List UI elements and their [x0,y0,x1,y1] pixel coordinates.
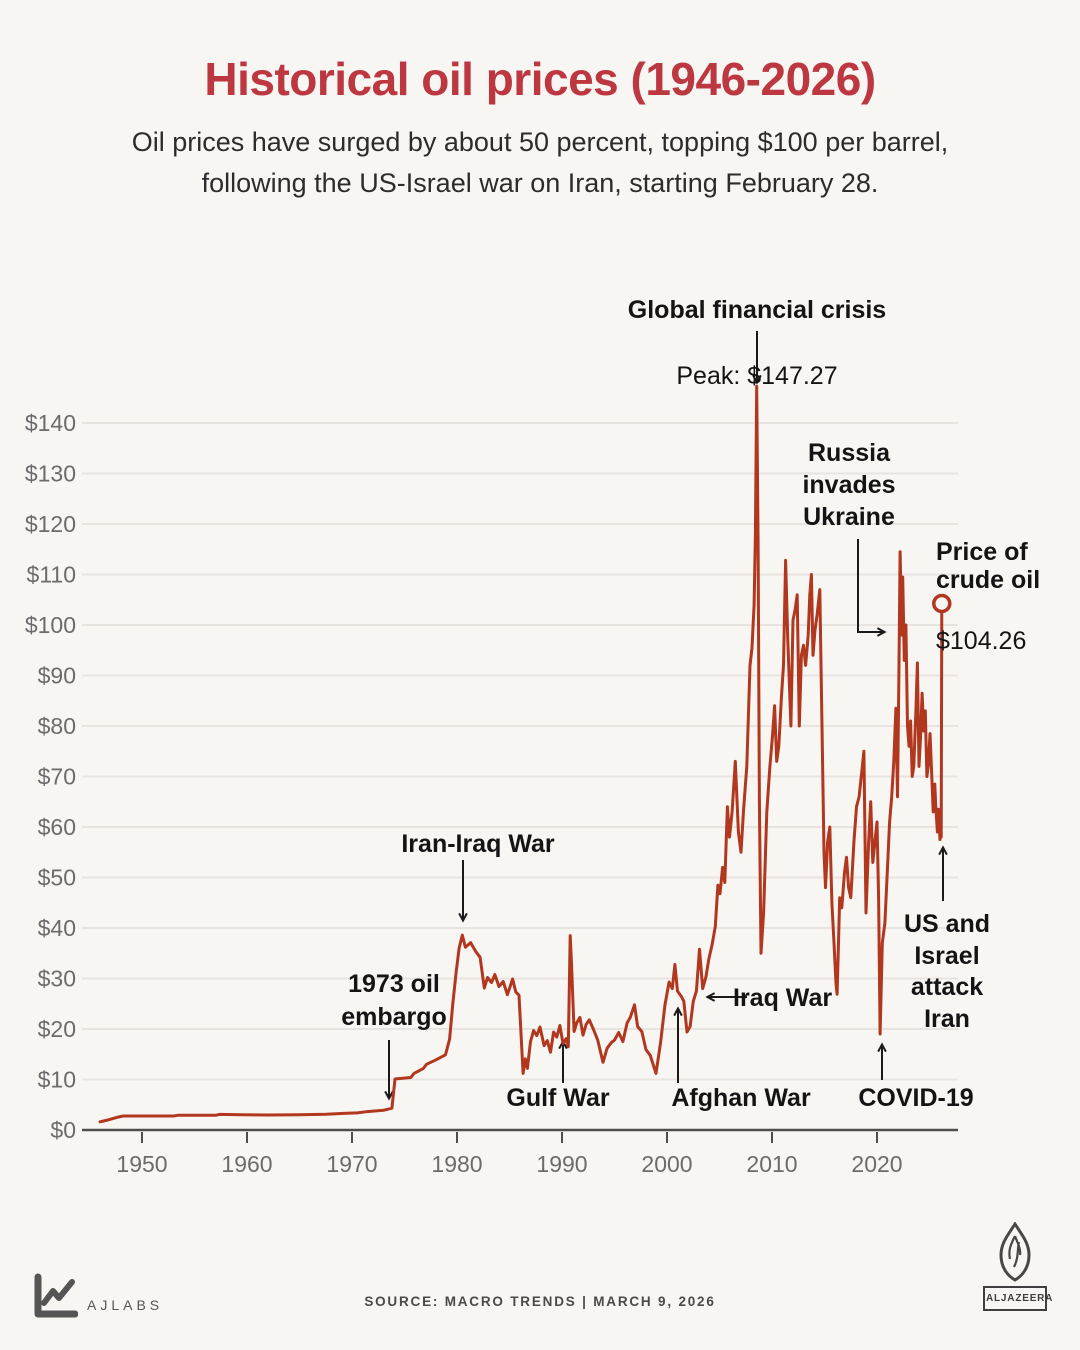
annotation-gulf-war: Gulf War [506,1084,610,1112]
arrow-russia-invades-ukraine [857,539,887,637]
price-line-layer [98,384,952,1124]
y-tick-label: $20 [38,1016,76,1042]
annotation-peak-value: Peak: $147.27 [676,362,838,390]
x-tick-label: 1980 [431,1151,482,1177]
source-line: SOURCE: MACRO TRENDS | MARCH 9, 2026 [364,1294,716,1309]
annotation-price-value: $104.26 [936,627,1027,655]
annotation-title: Global financial crisis [627,296,887,324]
annotation-global-financial-crisis: Global financial crisis Peak: $147.27 [628,262,886,424]
price-line [98,384,944,1124]
y-tick-label: $0 [50,1117,76,1143]
y-tick-label: $10 [38,1067,76,1093]
y-tick-label: $130 [25,461,76,487]
annotation-covid-19: COVID-19 [858,1084,974,1112]
y-tick-label: $120 [25,511,76,537]
annotation-iraq-war: Iraq War [733,984,833,1012]
y-tick-label: $40 [38,915,76,941]
annotation-iran-iraq-war: Iran-Iraq War [401,830,555,858]
y-tick-label: $50 [38,865,76,891]
y-tick-label: $140 [25,410,76,436]
y-tick-label: $80 [38,713,76,739]
aljazeera-brand: ALJAZEERA [983,1222,1052,1311]
page-title: Historical oil prices (1946-2026) [204,53,876,105]
aljazeera-label: ALJAZEERA [983,1286,1052,1311]
y-tick-label: $60 [38,814,76,840]
subtitle: Oil prices have surged by about 50 perce… [131,127,949,198]
x-tick-label: 1960 [221,1151,272,1177]
ajlabs-label: AJLABS [87,1297,164,1313]
annotation-afghan-war: Afghan War [671,1084,811,1112]
axes [82,1128,958,1143]
annotation-1973-oil-embargo: 1973 oil embargo [341,970,447,1031]
annotation-price-label: Price of crude oil [936,538,1041,594]
x-tick-label: 2020 [851,1151,902,1177]
annotation-arrows [384,331,948,1101]
axis-labels: $0 $10 $20 $30 $40 $50 $60 $70 $80 $90 $100 $110 $12… [25,410,903,1177]
annotation-russia-invades-ukraine: Russia invades Ukraine [802,439,896,531]
y-tick-label: $30 [38,966,76,992]
ajlabs-logo-icon [34,1273,78,1318]
x-tick-label: 2010 [746,1151,797,1177]
annotation-us-israel-attack-iran: US and Israel attack Iran [903,910,991,1033]
x-tick-label: 1990 [536,1151,587,1177]
x-tick-label: 2000 [641,1151,692,1177]
aljazeera-flame-icon [999,1222,1031,1282]
ajlabs-brand: AJLABS [30,1272,163,1320]
y-tick-label: $100 [25,612,76,638]
annotation-current-price: Price of crude oil $104.26 [936,510,1040,683]
x-tick-label: 1950 [116,1151,167,1177]
x-tick-label: 1970 [326,1151,377,1177]
y-tick-label: $70 [38,764,76,790]
y-tick-label: $90 [38,663,76,689]
endpoint-marker [932,593,952,614]
gridlines [82,422,958,1081]
y-tick-label: $110 [27,562,76,588]
header: Historical oil prices (1946-2026) Oil pr… [0,0,1080,203]
